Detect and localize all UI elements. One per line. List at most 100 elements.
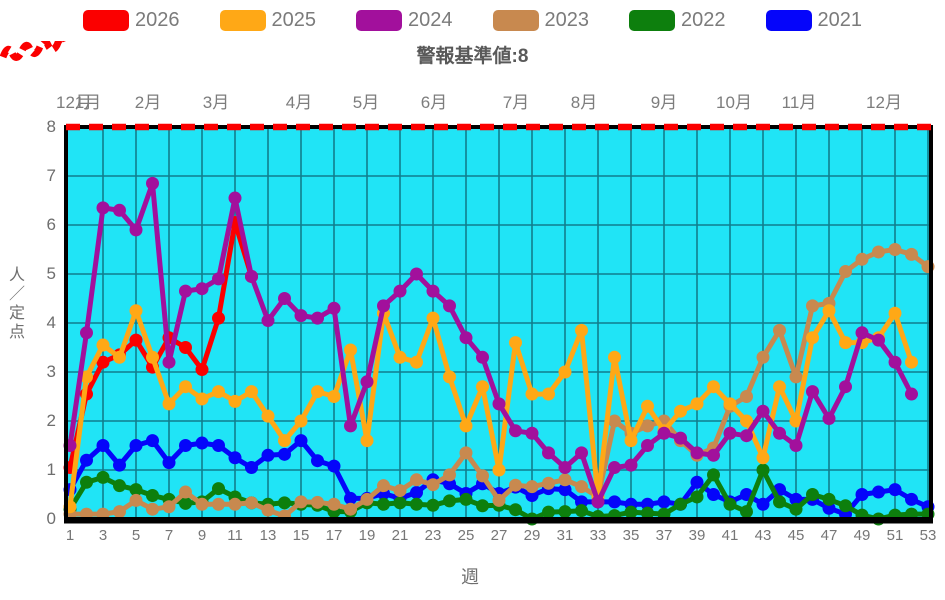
series-marker-2023: [558, 473, 572, 487]
y-tick-label: 4: [46, 313, 56, 332]
series-marker-2023: [542, 476, 555, 490]
series-marker-2021: [278, 447, 291, 461]
series-marker-2023: [245, 496, 258, 510]
series-marker-2025: [624, 434, 638, 448]
series-marker-2021: [146, 434, 159, 448]
series-marker-2023: [212, 497, 225, 511]
series-marker-2025: [146, 350, 159, 364]
legend: 2026 2025 2024 2023 2022 2021: [0, 9, 945, 32]
x-tick-label: 9: [197, 527, 207, 544]
x-tick-label: 35: [622, 527, 640, 544]
y-axis-title-char: 人: [8, 267, 25, 284]
series-marker-2024: [575, 446, 588, 460]
series-marker-2024: [839, 380, 852, 394]
series-marker-2025: [492, 463, 506, 477]
series-marker-2025: [80, 370, 93, 384]
series-marker-2021: [855, 488, 869, 501]
series-marker-2022: [558, 505, 572, 519]
series-marker-2024: [393, 284, 407, 298]
legend-swatch-2023: [492, 10, 539, 31]
series-marker-2025: [905, 355, 918, 369]
month-label: 10月: [716, 93, 752, 112]
series-marker-2021: [311, 454, 324, 468]
y-tick-label: 8: [46, 117, 56, 136]
y-tick-label: 6: [46, 215, 56, 234]
month-label: 12月: [866, 93, 902, 112]
series-marker-2024: [459, 331, 473, 345]
series-marker-2025: [509, 336, 522, 350]
series-marker-2025: [113, 350, 126, 364]
series-marker-2021: [608, 495, 621, 509]
x-tick-label: 51: [886, 527, 904, 544]
series-marker-2023: [740, 390, 753, 403]
series-marker-2021: [261, 448, 275, 462]
month-label: 4月: [285, 93, 313, 112]
legend-label: 2022: [681, 9, 726, 31]
series-marker-2025: [558, 365, 572, 379]
x-tick-label: 15: [292, 527, 310, 544]
x-tick-label: 1: [65, 527, 75, 544]
series-marker-2024: [96, 201, 110, 215]
month-label: 1月: [74, 93, 102, 112]
series-marker-2025: [690, 397, 704, 411]
series-marker-2025: [212, 385, 225, 399]
series-line-2024: [67, 180, 914, 505]
series-marker-2024: [294, 309, 308, 323]
y-tick-label: 1: [46, 460, 56, 479]
series-marker-2023: [459, 446, 473, 460]
month-label: 11月: [781, 93, 817, 112]
series-marker-2024: [195, 282, 209, 296]
series-marker-2024: [443, 299, 456, 313]
series-marker-2023: [377, 479, 390, 493]
series-marker-2024: [690, 446, 704, 460]
series-marker-2024: [624, 458, 638, 472]
y-tick-label: 7: [46, 166, 56, 185]
series-marker-2023: [855, 252, 869, 266]
legend-swatch-2021: [765, 10, 812, 31]
series-marker-2022: [707, 468, 720, 482]
series-marker-2023: [344, 502, 357, 516]
series-marker-2024: [905, 387, 918, 401]
series-marker-2023: [575, 480, 588, 494]
series-marker-2025: [888, 306, 902, 320]
series-marker-2021: [410, 486, 423, 500]
series-marker-2024: [129, 223, 143, 237]
series-marker-2025: [575, 323, 588, 337]
series-marker-2023: [509, 478, 522, 492]
series-marker-2026: [212, 311, 225, 325]
series-marker-2025: [459, 419, 473, 433]
series-marker-2024: [657, 426, 671, 440]
series-marker-2024: [773, 426, 786, 440]
series-marker-2023: [443, 468, 456, 482]
series-marker-2023: [146, 502, 159, 516]
series-marker-2024: [707, 448, 720, 462]
series-marker-2023: [525, 480, 539, 494]
x-tick-label: 17: [325, 527, 343, 544]
series-marker-2024: [822, 412, 836, 426]
series-marker-2022: [80, 475, 93, 489]
x-tick-label: 45: [787, 527, 805, 544]
y-axis-title-char: 点: [8, 324, 25, 341]
series-marker-2024: [476, 350, 489, 364]
month-label: 8月: [570, 93, 598, 112]
series-marker-2023: [839, 265, 852, 279]
series-marker-2022: [789, 502, 803, 516]
series-marker-2025: [393, 350, 407, 364]
series-marker-2024: [162, 355, 176, 369]
series-marker-2022: [542, 505, 555, 519]
x-tick-label: 7: [164, 527, 174, 544]
legend-item-2024: 2024: [356, 9, 453, 32]
series-marker-2023: [393, 484, 407, 498]
series-marker-2021: [558, 483, 572, 497]
legend-item-2025: 2025: [219, 9, 316, 32]
series-marker-2022: [212, 482, 225, 496]
series-marker-2025: [195, 392, 209, 406]
series-marker-2022: [278, 496, 291, 510]
x-tick-label: 33: [589, 527, 607, 544]
legend-item-2022: 2022: [629, 9, 726, 32]
month-label: 12月: [56, 93, 92, 112]
series-marker-2025: [806, 331, 819, 345]
series-marker-2025: [773, 380, 786, 394]
series-marker-2021: [245, 461, 258, 475]
